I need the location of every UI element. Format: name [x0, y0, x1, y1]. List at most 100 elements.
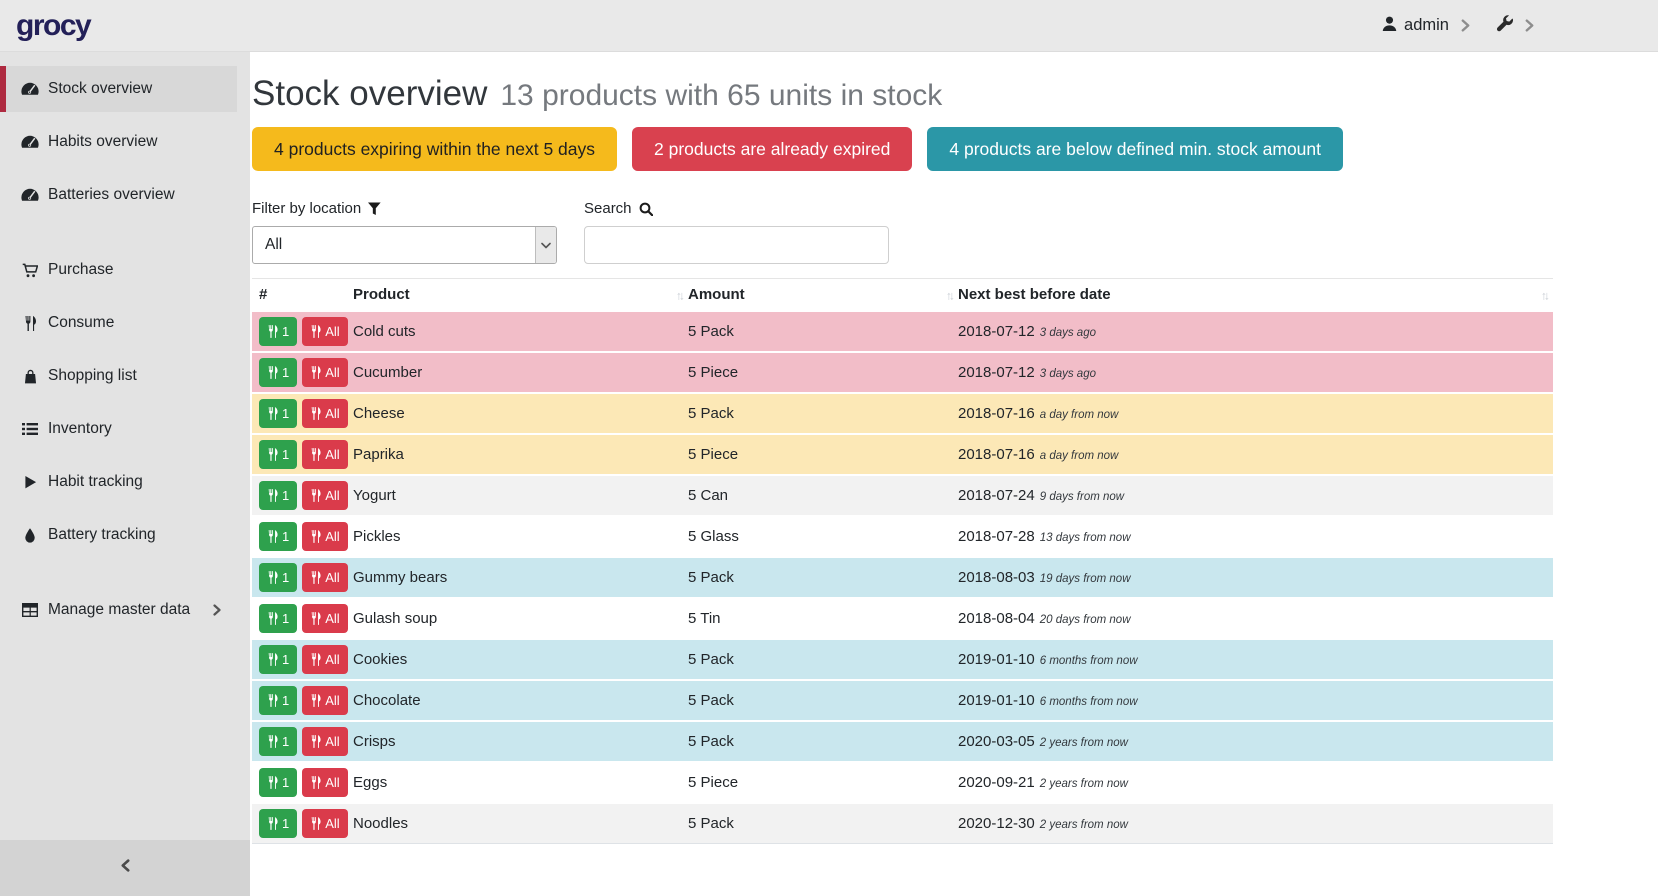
search-input[interactable] [584, 226, 889, 264]
product-name: Chocolate [353, 679, 688, 721]
sidebar-collapse-button[interactable] [0, 840, 250, 896]
sidebar-item-shopping-list[interactable]: Shopping list [0, 353, 237, 399]
consume-all-button[interactable]: All [302, 440, 348, 469]
filter-bar: Filter by location All Search [252, 200, 1658, 264]
search-label: Search [584, 200, 889, 217]
sort-icon[interactable]: ↑↓ [676, 288, 685, 303]
shopping-bag-icon [19, 369, 41, 384]
sidebar-item-inventory[interactable]: Inventory [0, 406, 237, 452]
consume-all-button[interactable]: All [302, 358, 348, 387]
consume-one-button[interactable]: 1 [259, 440, 298, 469]
consume-all-button[interactable]: All [302, 563, 348, 592]
best-before-date: 2020-09-21 [958, 774, 1035, 791]
sidebar-item-stock-overview[interactable]: Stock overview [0, 66, 237, 112]
main-content: Stock overview 13 products with 65 units… [250, 52, 1658, 896]
consume-all-button[interactable]: All [302, 522, 348, 551]
product-amount: 5 Pack [688, 392, 958, 434]
product-amount: 5 Pack [688, 310, 958, 352]
best-before-date: 2020-12-30 [958, 815, 1035, 832]
time-until-text: a day from now [1039, 450, 1119, 462]
consume-all-button[interactable]: All [302, 481, 348, 510]
consume-all-button[interactable]: All [302, 399, 348, 428]
sidebar-item-manage-master-data[interactable]: Manage master data [0, 587, 237, 633]
utensils-icon [268, 776, 278, 789]
table-row: 1 All Eggs 5 Piece 2020-09-21 2 years fro… [252, 761, 1553, 803]
consume-all-button[interactable]: All [302, 686, 348, 715]
consume-one-button[interactable]: 1 [259, 563, 298, 592]
consume-one-button[interactable]: 1 [259, 645, 298, 674]
consume-one-button[interactable]: 1 [259, 317, 298, 346]
consume-one-button[interactable]: 1 [259, 768, 298, 797]
time-until-text: 2 years from now [1039, 819, 1128, 831]
tachometer-icon [19, 82, 41, 96]
location-filter-select[interactable]: All [252, 226, 557, 264]
best-before-date: 2018-07-24 [958, 487, 1035, 504]
consume-all-button[interactable]: All [302, 317, 348, 346]
consume-all-button[interactable]: All [302, 768, 348, 797]
product-name: Crisps [353, 720, 688, 762]
time-until-text: 2 years from now [1039, 737, 1128, 749]
sort-icon[interactable]: ↑↓ [946, 288, 955, 303]
utensils-icon [311, 530, 321, 543]
search-icon [639, 202, 653, 216]
table-row: 1 All Chocolate 5 Pack 2019-01-10 6 month… [252, 679, 1553, 721]
location-filter-value: All [265, 236, 283, 253]
grocy-logo[interactable]: grocy [16, 8, 92, 42]
best-before-date: 2019-01-10 [958, 692, 1035, 709]
sidebar-item-habit-tracking[interactable]: Habit tracking [0, 459, 237, 505]
user-icon [1382, 16, 1397, 36]
utensils-icon [268, 653, 278, 666]
sidebar-item-habits-overview[interactable]: Habits overview [0, 119, 237, 165]
sidebar-item-purchase[interactable]: Purchase [0, 247, 237, 293]
below-min-stock-alert[interactable]: 4 products are below defined min. stock … [927, 127, 1343, 171]
utensils-icon [311, 407, 321, 420]
expiring-products-alert[interactable]: 4 products expiring within the next 5 da… [252, 127, 618, 171]
consume-one-button[interactable]: 1 [259, 481, 298, 510]
table-header-row: # Product ↑↓ Amount ↑↓ Next best before da… [252, 278, 1553, 312]
consume-all-button[interactable]: All [302, 809, 348, 838]
table-icon [19, 603, 41, 617]
stock-table-body: 1 All Cold cuts 5 Pack 2018-07-12 3 days … [252, 310, 1553, 844]
column-header-product[interactable]: Product ↑↓ [353, 278, 688, 312]
column-header-amount[interactable]: Amount ↑↓ [688, 278, 958, 312]
utensils-icon [311, 448, 321, 461]
product-name: Cold cuts [353, 310, 688, 352]
time-until-text: 3 days ago [1039, 327, 1096, 339]
settings-menu[interactable] [1496, 14, 1513, 37]
utensils-icon [268, 325, 278, 338]
consume-one-button[interactable]: 1 [259, 358, 298, 387]
page-subtitle: 13 products with 65 units in stock [500, 79, 943, 112]
consume-one-button[interactable]: 1 [259, 399, 298, 428]
sidebar-item-battery-tracking[interactable]: Battery tracking [0, 512, 237, 558]
consume-one-button[interactable]: 1 [259, 727, 298, 756]
utensils-icon [268, 448, 278, 461]
chevron-right-icon [213, 604, 221, 616]
expired-products-alert[interactable]: 2 products are already expired [632, 127, 913, 171]
sidebar-item-batteries-overview[interactable]: Batteries overview [0, 172, 237, 218]
utensils-icon [268, 817, 278, 830]
time-until-text: 9 days from now [1039, 491, 1125, 503]
consume-all-button[interactable]: All [302, 645, 348, 674]
table-row: 1 All Yogurt 5 Can 2018-07-24 9 days from… [252, 474, 1553, 516]
user-menu[interactable]: admin [1382, 16, 1449, 36]
chevron-down-icon [535, 227, 556, 263]
consume-one-button[interactable]: 1 [259, 686, 298, 715]
consume-all-button[interactable]: All [302, 727, 348, 756]
utensils-icon [311, 489, 321, 502]
consume-one-button[interactable]: 1 [259, 809, 298, 838]
sidebar-item-consume[interactable]: Consume [0, 300, 237, 346]
page-header: Stock overview 13 products with 65 units… [252, 74, 1658, 114]
table-row: 1 All Cucumber 5 Piece 2018-07-12 3 days … [252, 351, 1553, 393]
product-name: Yogurt [353, 474, 688, 516]
consume-one-button[interactable]: 1 [259, 522, 298, 551]
utensils-icon [311, 325, 321, 338]
consume-one-button[interactable]: 1 [259, 604, 298, 633]
utensils-icon [19, 315, 41, 331]
user-menu-chevron-icon [1461, 19, 1470, 32]
product-name: Paprika [353, 433, 688, 475]
sort-icon[interactable]: ↑↓ [1541, 288, 1550, 303]
utensils-icon [268, 735, 278, 748]
drop-icon [19, 527, 41, 543]
column-header-best-before[interactable]: Next best before date ↑↓ [958, 278, 1553, 312]
consume-all-button[interactable]: All [302, 604, 348, 633]
